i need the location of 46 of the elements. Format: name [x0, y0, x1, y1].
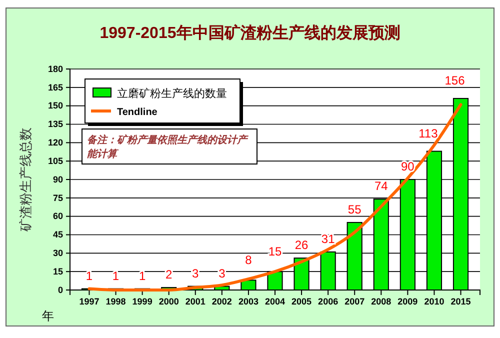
x-tick-label: 2010 — [424, 296, 444, 306]
data-label: 113 — [418, 126, 438, 140]
x-tick-label: 2008 — [371, 296, 392, 306]
y-tick-label: 90 — [52, 174, 63, 184]
data-label: 1 — [86, 268, 93, 283]
data-label: 8 — [245, 253, 252, 268]
data-label: 90 — [401, 160, 415, 174]
data-label: 156 — [444, 73, 466, 88]
x-tick-label: 1997 — [79, 296, 100, 306]
x-tick-label: 2006 — [318, 296, 338, 306]
y-tick-label: 60 — [52, 211, 63, 222]
x-tick-label: 2015 — [450, 296, 471, 306]
data-label: 26 — [294, 238, 309, 252]
chart-title: 1997-2015年中国矿渣粉生产线的发展预测 — [100, 24, 400, 42]
x-tick-label: 2000 — [158, 296, 179, 306]
y-tick-label: 120 — [48, 138, 63, 148]
legend-label: Tendline — [117, 107, 158, 118]
y-tick-label: 75 — [52, 192, 63, 203]
y-tick-label: 180 — [48, 64, 63, 74]
y-tick-label: 45 — [52, 230, 63, 240]
data-label: 31 — [321, 232, 336, 246]
x-tick-label: 1998 — [106, 296, 126, 306]
x-axis-title: 年 — [42, 309, 54, 323]
x-tick-label: 2002 — [212, 296, 232, 306]
legend-label: 立磨矿粉生产线的数量 — [117, 87, 227, 100]
x-tick-label: 2004 — [264, 296, 286, 306]
y-tick-label: 165 — [48, 82, 63, 92]
x-tick-label: 2009 — [398, 296, 418, 306]
x-tick-label: 2001 — [185, 296, 206, 306]
x-tick-label: 2005 — [292, 296, 312, 306]
y-tick-label: 30 — [52, 248, 63, 258]
y-tick-label: 15 — [52, 266, 63, 276]
data-label: 74 — [374, 179, 388, 194]
annotation: 备注：矿粉产量依照生产线的设计产能计算 — [87, 134, 249, 160]
data-label: 1 — [138, 268, 146, 283]
y-tick-label: 105 — [48, 156, 63, 166]
data-label: 1 — [112, 268, 120, 283]
data-label: 55 — [348, 202, 362, 216]
x-tick-label: 2007 — [344, 296, 365, 306]
x-tick-label: 2003 — [238, 296, 258, 306]
y-axis-title: 矿渣粉生产线总数 — [18, 128, 33, 232]
x-tick-label: 1999 — [132, 296, 152, 306]
data-label: 2 — [166, 268, 173, 282]
y-tick-label: 150 — [48, 100, 63, 111]
y-tick-label: 135 — [48, 119, 63, 130]
y-tick-label: 0 — [58, 284, 63, 295]
